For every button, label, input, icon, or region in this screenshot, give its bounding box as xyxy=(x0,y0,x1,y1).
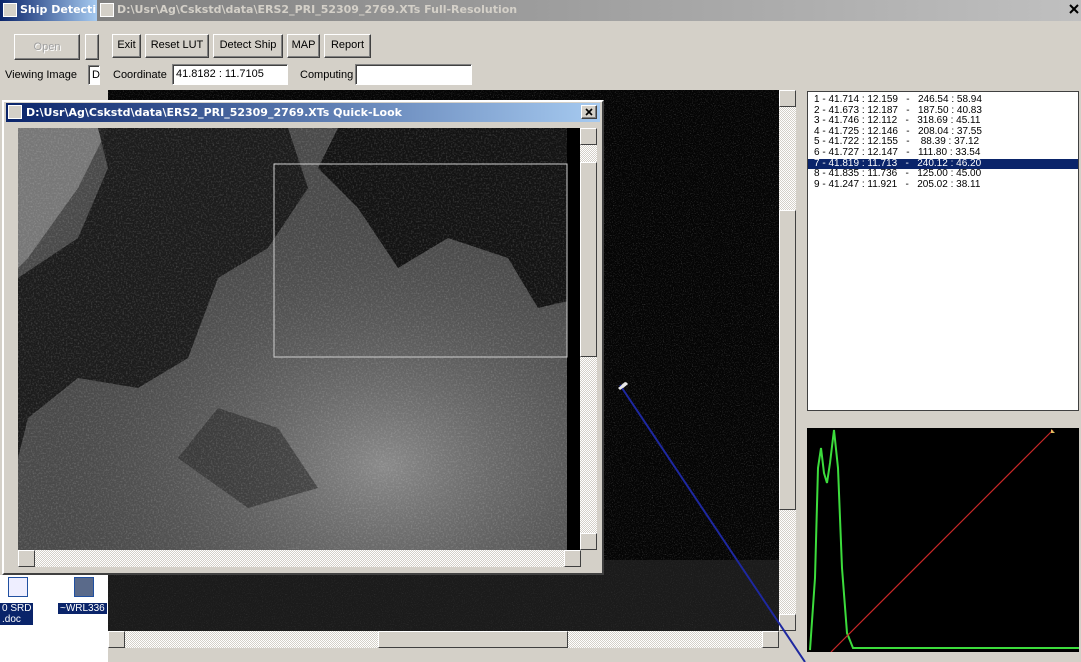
back-button[interactable] xyxy=(85,34,99,60)
window-icon xyxy=(8,105,22,119)
quick-look-vertical-scrollbar[interactable] xyxy=(580,128,597,550)
computing-label: Computing xyxy=(300,68,353,82)
window-icon xyxy=(3,3,17,17)
desktop-icon[interactable]: ~WRL336 xyxy=(58,575,106,635)
window-icon xyxy=(100,3,114,17)
close-button[interactable] xyxy=(581,105,597,119)
viewing-image-label: Viewing Image xyxy=(5,68,77,82)
icon-image xyxy=(74,577,94,597)
toolbar-button[interactable]: Report xyxy=(324,34,371,58)
detection-item[interactable]: 1 - 41.714 : 12.159 - 246.54 : 58.94 xyxy=(808,95,1078,106)
quick-look-window: D:\Usr\Ag\Cskstd\data\ERS2_PRI_52309_276… xyxy=(2,100,604,575)
computing-field xyxy=(355,64,472,85)
detection-item[interactable]: 9 - 41.247 : 11.921 - 205.02 : 38.11 xyxy=(808,180,1078,191)
toolbar-button[interactable]: Detect Ship xyxy=(213,34,283,58)
quick-look-titlebar: D:\Usr\Ag\Cskstd\data\ERS2_PRI_52309_276… xyxy=(6,103,600,122)
icon-label: 0 SRD.doc xyxy=(0,603,33,625)
icon-label-line: 0 SRD xyxy=(2,603,31,614)
toolbar-button[interactable]: Reset LUT xyxy=(145,34,209,58)
quick-look-image[interactable] xyxy=(18,128,581,550)
coordinate-label: Coordinate xyxy=(113,68,167,82)
toolbar-button[interactable]: MAP xyxy=(287,34,320,58)
desktop: Ship Detecti Open Viewing Image D D:\Usr… xyxy=(0,0,1081,662)
open-button[interactable]: Open xyxy=(14,34,80,60)
icon-label-line: .doc xyxy=(2,614,31,625)
icon-image xyxy=(8,577,28,597)
desktop-area: 0 SRD.doc ~WRL336 xyxy=(0,575,108,662)
detection-item[interactable]: 6 - 41.727 : 12.147 - 111.80 : 33.54 xyxy=(808,148,1078,159)
quick-look-horizontal-scrollbar[interactable] xyxy=(18,550,581,567)
icon-label-line: ~WRL336 xyxy=(60,603,105,614)
back-window-title: Ship Detecti xyxy=(20,3,96,16)
toolbar-button[interactable]: Exit xyxy=(112,34,141,58)
pointer-line xyxy=(600,370,820,662)
icon-label: ~WRL336 xyxy=(58,603,107,614)
close-icon[interactable] xyxy=(1069,4,1079,14)
histogram xyxy=(807,428,1079,652)
coordinate-field[interactable]: 41.8182 : 11.7105 xyxy=(172,64,288,85)
viewing-image-field[interactable]: D xyxy=(88,65,100,85)
quick-look-title: D:\Usr\Ag\Cskstd\data\ERS2_PRI_52309_276… xyxy=(26,106,402,119)
desktop-icon[interactable]: 0 SRD.doc xyxy=(0,575,48,635)
main-window-titlebar: D:\Usr\Ag\Cskstd\data\ERS2_PRI_52309_276… xyxy=(97,0,1081,21)
back-window-titlebar: Ship Detecti xyxy=(0,0,97,21)
main-window-title: D:\Usr\Ag\Cskstd\data\ERS2_PRI_52309_276… xyxy=(117,3,517,16)
